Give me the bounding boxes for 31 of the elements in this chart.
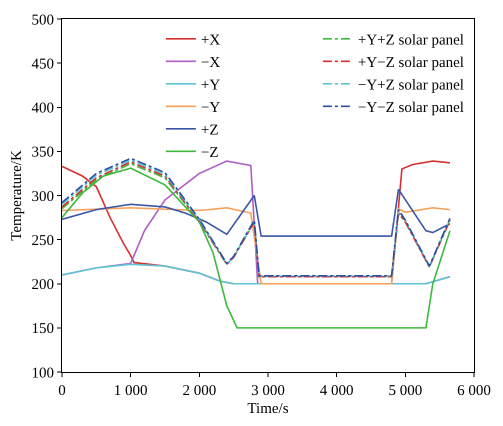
y-tick-label: 450 — [32, 56, 54, 72]
y-tick-label: 350 — [32, 144, 54, 161]
legend-label: +X — [200, 32, 220, 49]
line-series — [62, 188, 451, 237]
legend-label: +Y+Z solar panel — [358, 32, 464, 49]
line-series — [62, 167, 451, 329]
x-tick-label: 3 000 — [251, 383, 285, 399]
y-tick-label: 400 — [32, 100, 54, 116]
legend-label: −Z — [200, 145, 219, 162]
x-tick-label: 5 000 — [388, 383, 422, 399]
x-tick-label: 1 000 — [114, 383, 148, 399]
y-tick-label: 500 — [32, 12, 54, 28]
legend-label: +Y−Z solar panel — [358, 55, 464, 72]
y-tick-label: 200 — [32, 277, 54, 293]
y-tick-label: 150 — [32, 321, 54, 338]
y-axis-title: Temperature/K — [8, 150, 25, 241]
y-tick-label: 100 — [32, 365, 54, 382]
y-tick-label: 250 — [32, 232, 54, 249]
x-tick-label: 2 000 — [182, 383, 216, 399]
line-series — [62, 207, 451, 285]
legend-label: +Z — [200, 122, 219, 139]
legend-label: −Y−Z solar panel — [358, 100, 464, 116]
x-tick-label: 4 000 — [320, 383, 354, 399]
legend-label: −Y+Z solar panel — [358, 78, 464, 94]
x-tick-label: 0 — [58, 383, 66, 399]
legend-label: −X — [200, 55, 220, 72]
x-tick-label: 6 000 — [457, 383, 491, 399]
legend-label: +Y — [200, 78, 220, 94]
y-tick-label: 300 — [32, 188, 54, 205]
legend-label: −Y — [200, 100, 220, 116]
x-axis-title: Time/s — [247, 401, 289, 417]
